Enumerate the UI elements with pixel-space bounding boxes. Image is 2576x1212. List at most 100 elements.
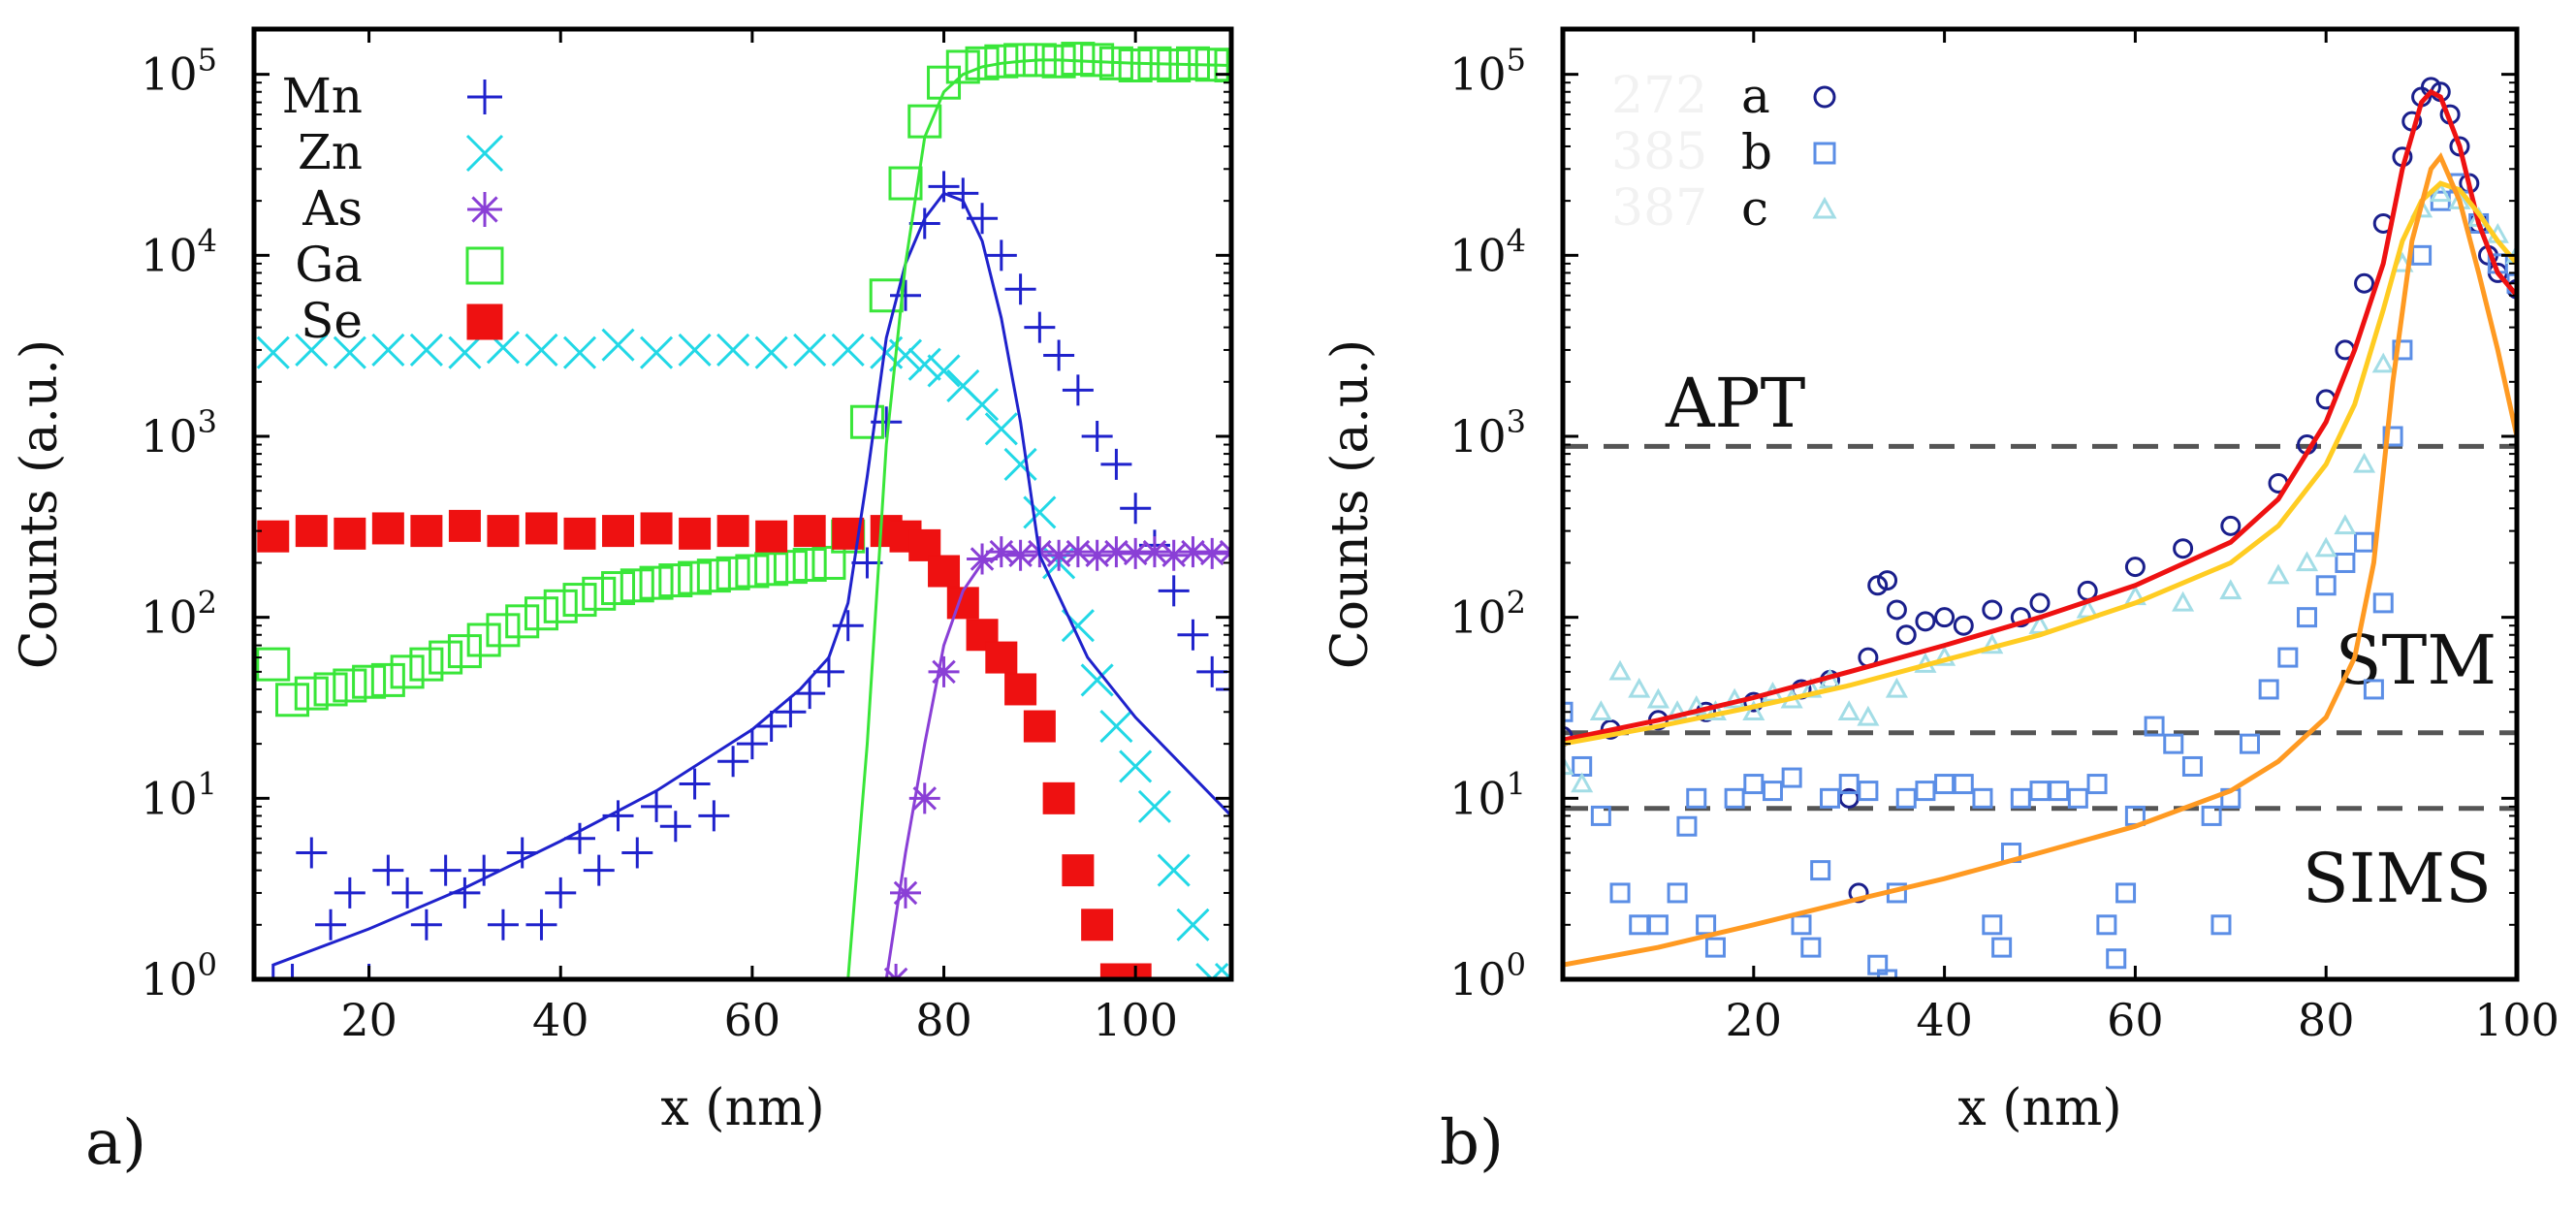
point-Mn — [928, 171, 960, 203]
y-tick-base: 10 — [1449, 410, 1507, 462]
point-Ga — [811, 545, 846, 580]
legend-label-a: a — [1741, 68, 1770, 124]
point-As — [908, 782, 940, 814]
point-c — [2172, 590, 2195, 612]
point-Se — [1062, 854, 1095, 887]
point-b — [2106, 948, 2127, 970]
point-Se — [563, 517, 596, 550]
y-tick-label: 102 — [1449, 585, 1526, 644]
point-Mn — [679, 768, 711, 800]
threshold-label-sims: SIMS — [2303, 839, 2492, 918]
fit-line-fit-a — [1563, 88, 2517, 743]
point-a — [1867, 575, 1889, 596]
point-Zn — [1137, 789, 1172, 823]
point-Mn — [832, 610, 864, 642]
point-Mn — [1062, 374, 1094, 406]
point-b — [1858, 781, 1879, 802]
y-tick-exponent: 4 — [1507, 222, 1526, 259]
point-a — [2124, 557, 2146, 578]
point-Zn — [333, 335, 366, 369]
point-b — [2049, 781, 2070, 802]
point-Mn — [1216, 673, 1231, 705]
point-Mn — [564, 822, 595, 854]
point-b — [1704, 937, 1726, 958]
point-Mn — [1120, 493, 1152, 525]
point-b — [2096, 914, 2117, 936]
point-Ga — [256, 647, 291, 682]
point-b — [2382, 426, 2403, 447]
point-Se — [448, 509, 481, 542]
y-tick-label: 104 — [1449, 222, 1526, 281]
point-Zn — [716, 333, 750, 367]
fit-line-ga-fit — [846, 58, 1231, 979]
threshold-label-apt: APT — [1665, 364, 1805, 443]
point-a — [2420, 77, 2441, 98]
x-tick-label: 80 — [915, 994, 972, 1046]
point-Zn — [562, 335, 597, 369]
point-c — [1837, 700, 1860, 720]
point-Mn — [487, 909, 519, 941]
point-Ga — [543, 589, 578, 623]
point-As — [1138, 536, 1170, 568]
point-c — [2314, 536, 2337, 558]
point-Se — [755, 520, 788, 553]
point-b — [2258, 679, 2279, 700]
point-b — [2144, 716, 2165, 737]
point-Mn — [583, 854, 615, 886]
point-b — [2411, 244, 2433, 266]
point-Zn — [793, 333, 827, 367]
point-Ga — [275, 683, 310, 718]
point-Ga — [429, 640, 463, 675]
point-b — [1629, 914, 1650, 936]
point-Mn — [545, 877, 577, 909]
point-Ga — [888, 166, 923, 201]
point-Se — [525, 512, 557, 545]
point-a — [1895, 624, 1917, 646]
point-Se — [334, 517, 366, 550]
point-a — [2354, 272, 2375, 294]
point-b — [2115, 882, 2137, 904]
point-Se — [1004, 673, 1037, 706]
point-Zn — [448, 335, 482, 369]
point-Mn — [698, 800, 730, 832]
point-c — [1646, 687, 1670, 709]
x-tick-label: 40 — [532, 994, 589, 1046]
y-tick-base: 10 — [1449, 953, 1507, 1005]
point-Zn — [601, 328, 635, 362]
point-b — [1877, 969, 1898, 979]
point-b — [1563, 701, 1574, 722]
series-Se — [257, 509, 1152, 979]
point-a — [1886, 599, 1907, 621]
point-Zn — [371, 333, 405, 367]
point-As — [928, 655, 960, 687]
point-c — [1563, 754, 1574, 776]
y-tick-label: 103 — [1449, 403, 1526, 462]
legend-label-mn: Mn — [282, 68, 363, 124]
point-Zn — [1157, 853, 1191, 887]
point-b — [1724, 787, 1745, 809]
point-As — [1120, 537, 1152, 569]
point-c — [1628, 677, 1651, 698]
point-Ga — [524, 596, 558, 631]
point-Ga — [562, 583, 597, 618]
x-tick-label: 40 — [1916, 994, 1973, 1046]
point-c — [1571, 772, 1594, 793]
point-As — [890, 877, 921, 909]
y-tick-label: 105 — [1449, 42, 1526, 101]
point-Mn — [1081, 421, 1113, 452]
y-axis-label: Counts (a.u.) — [11, 339, 69, 669]
point-Zn — [1119, 750, 1153, 783]
y-tick-exponent: 1 — [1507, 765, 1526, 802]
point-Mn — [1004, 273, 1036, 305]
point-Ga — [1061, 42, 1096, 77]
point-c — [1885, 677, 1908, 698]
plot-area — [1563, 77, 2517, 979]
point-a — [1838, 787, 1860, 809]
legend-marker-a — [1813, 85, 1836, 109]
point-Zn — [754, 335, 788, 369]
point-Se — [716, 515, 749, 548]
point-As — [1062, 536, 1094, 568]
y-tick-base: 10 — [141, 410, 198, 462]
point-Ga — [390, 654, 425, 689]
